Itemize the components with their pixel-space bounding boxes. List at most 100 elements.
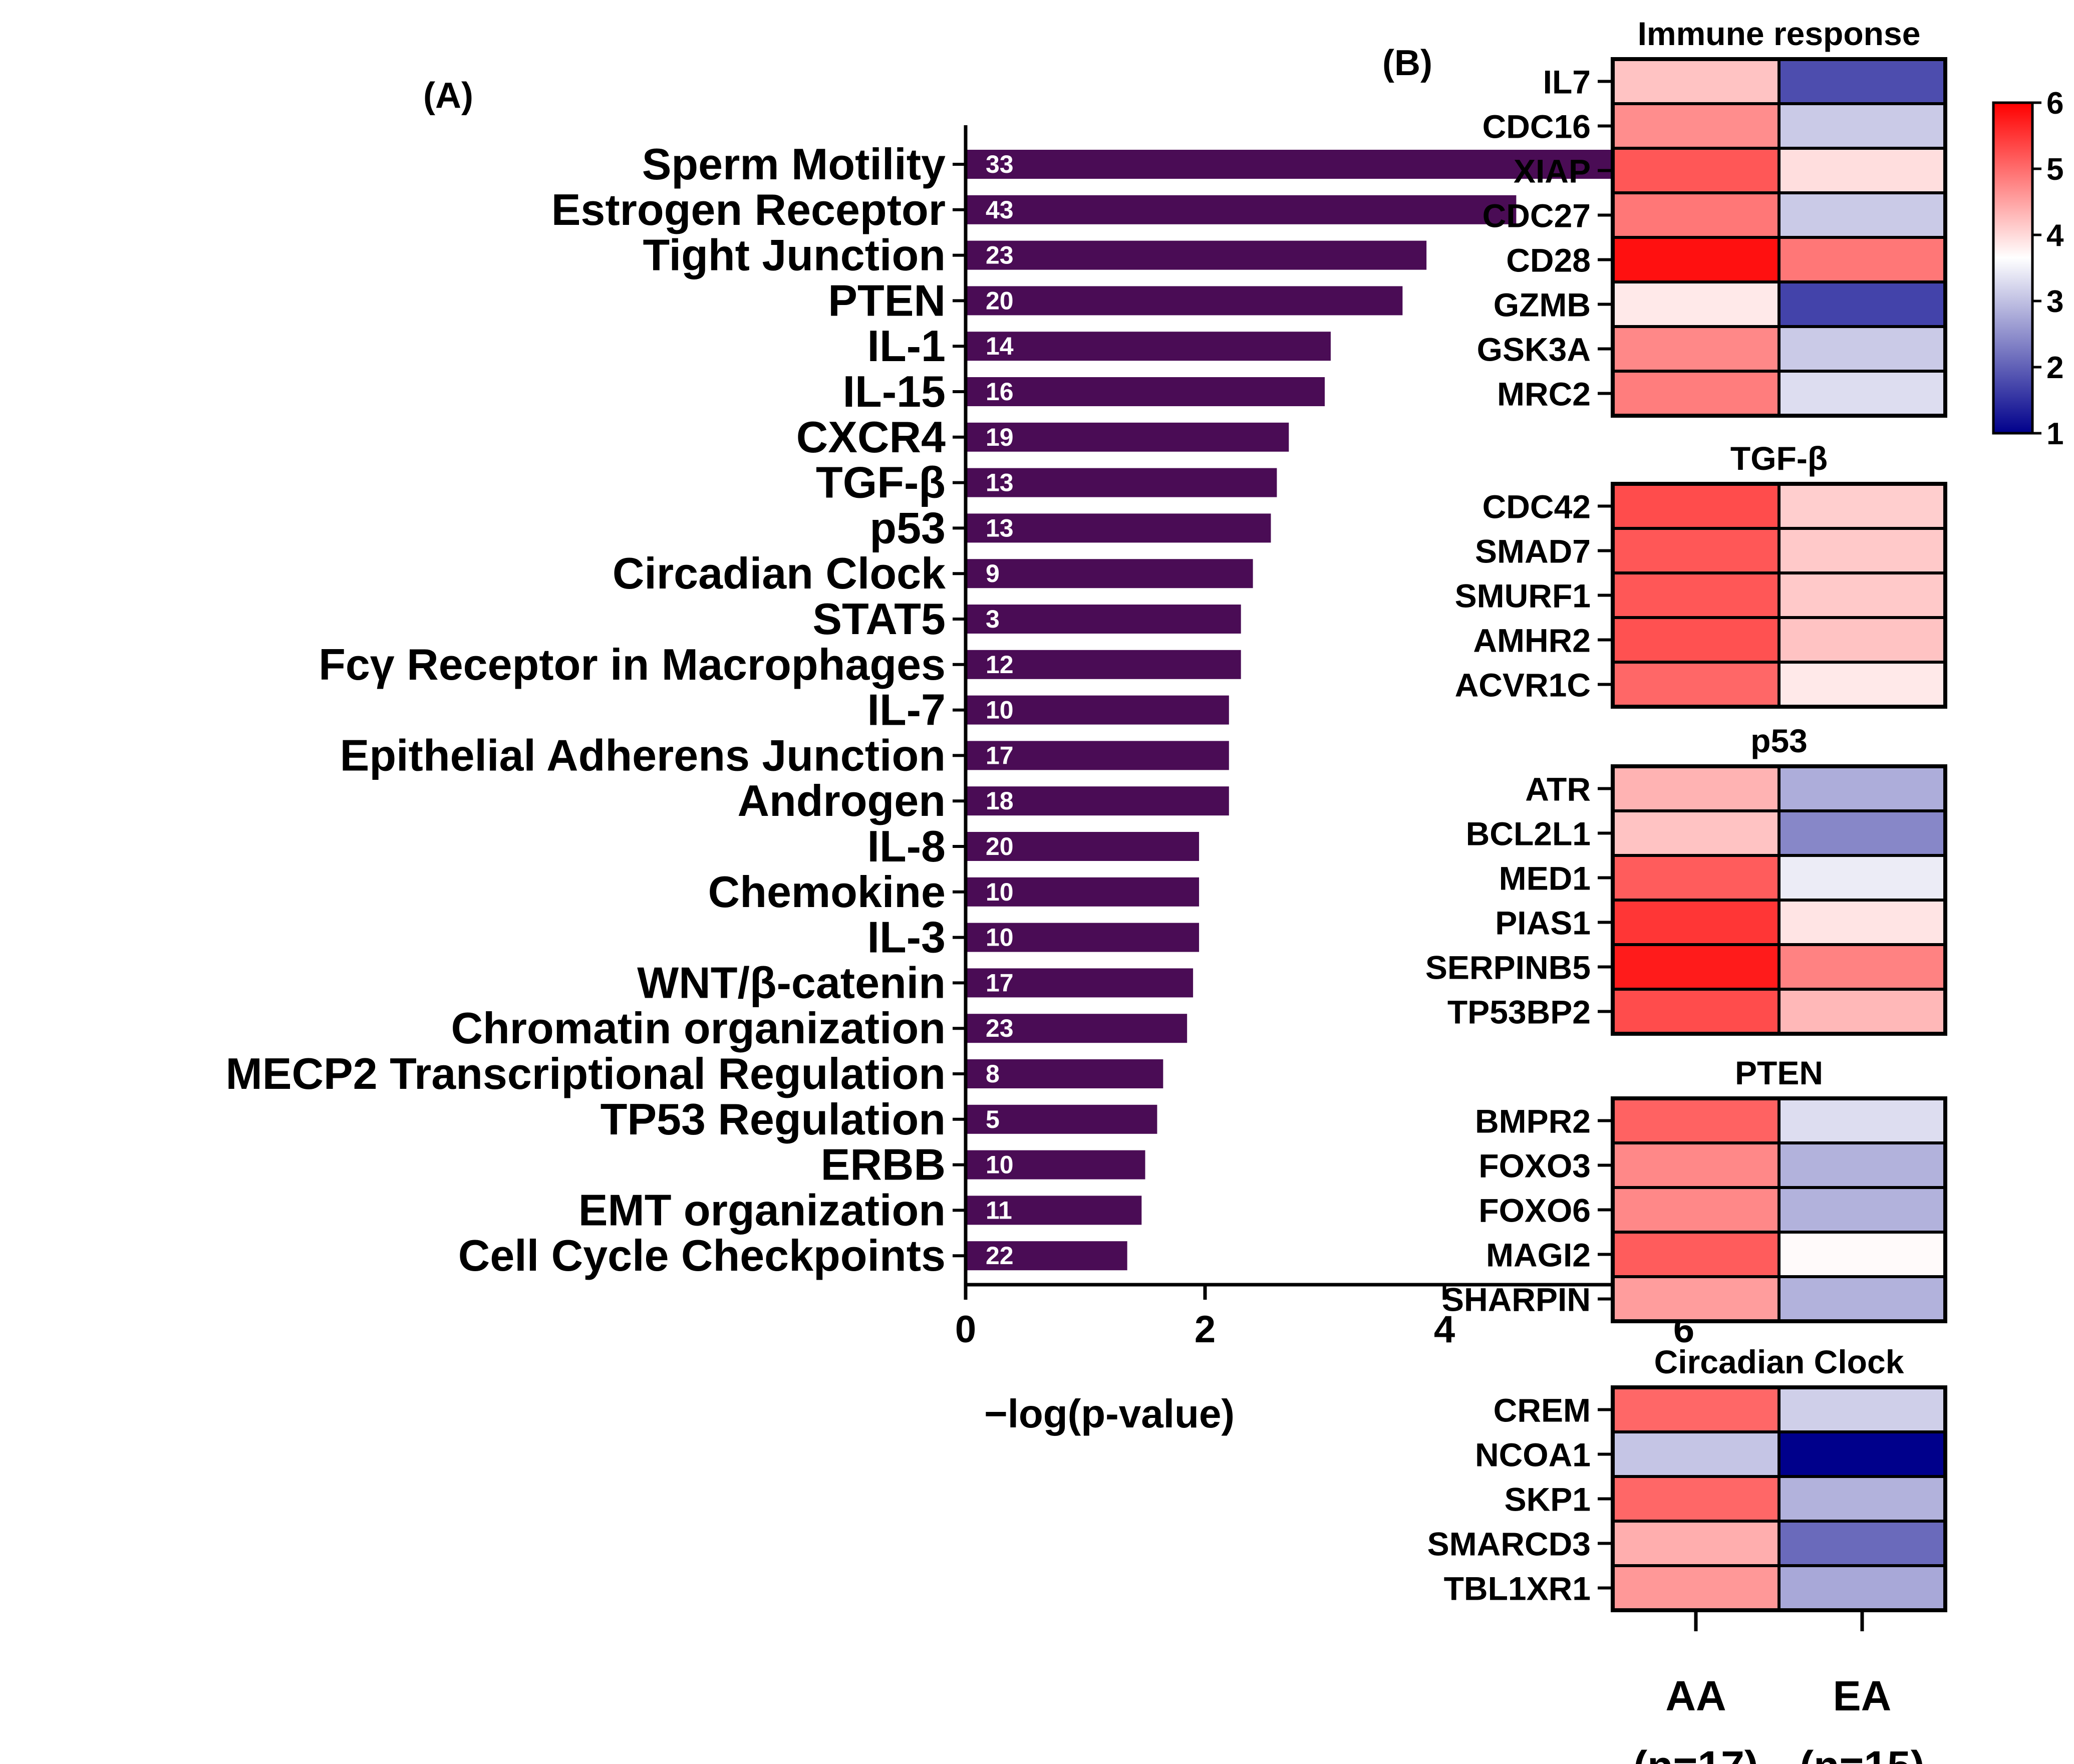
colorbar-tick-label: 3 xyxy=(2046,284,2063,319)
bar-gene-count: 13 xyxy=(986,469,1014,497)
bar-category-label: IL-1 xyxy=(867,321,946,371)
bar-gene-count: 14 xyxy=(986,332,1014,360)
bar xyxy=(966,286,1403,316)
heatmap-gene-label: BMPR2 xyxy=(1475,1103,1591,1140)
bar xyxy=(966,377,1325,406)
heatmap-group-title: TGF-β xyxy=(1730,440,1828,477)
heatmap-cell xyxy=(1611,1564,1781,1612)
heatmap-cell xyxy=(1777,1231,1947,1278)
bar-category-label: WNT/β-catenin xyxy=(637,958,946,1007)
heatmap-cell xyxy=(1611,899,1781,946)
bar-gene-count: 17 xyxy=(986,741,1014,769)
bar-gene-count: 9 xyxy=(986,559,1000,587)
heatmap-group-frame xyxy=(1611,764,1947,1036)
heatmap-cell xyxy=(1611,1231,1781,1278)
x-tick-label: 2 xyxy=(1195,1308,1216,1351)
column-label: EA xyxy=(1833,1672,1892,1719)
heatmap-cell xyxy=(1777,943,1947,991)
bar-category-label: CXCR4 xyxy=(796,412,946,462)
heatmap-gene-label: SKP1 xyxy=(1505,1481,1591,1518)
bar-gene-count: 3 xyxy=(986,605,1000,633)
colorbar-tick-label: 1 xyxy=(2046,417,2063,451)
heatmap-cell xyxy=(1777,809,1947,857)
heatmap-cell xyxy=(1777,571,1947,619)
heatmap-gene-label: IL7 xyxy=(1543,64,1591,101)
bar-category-label: EMT organization xyxy=(578,1185,946,1235)
heatmap-gene-label: SMARCD3 xyxy=(1427,1526,1591,1563)
heatmap-cell xyxy=(1611,325,1781,373)
heatmap-cell xyxy=(1777,1186,1947,1234)
heatmap-gene-label: CDC42 xyxy=(1483,488,1591,525)
bar-category-label: Chromatin organization xyxy=(451,1003,946,1053)
heatmap-gene-label: ATR xyxy=(1525,771,1591,808)
heatmap-cell xyxy=(1777,765,1947,812)
bar xyxy=(966,1241,1127,1271)
heatmap-cell xyxy=(1611,1520,1781,1567)
colorbar-tick-label: 6 xyxy=(2046,86,2063,121)
heatmap-cell xyxy=(1777,102,1947,150)
heatmap-cell xyxy=(1777,280,1947,328)
heatmap-cell xyxy=(1777,1475,1947,1523)
bar-gene-count: 10 xyxy=(986,924,1014,952)
bar xyxy=(966,1059,1163,1088)
bar xyxy=(966,877,1200,907)
heatmap-cell xyxy=(1611,482,1781,530)
heatmap-gene-label: XIAP xyxy=(1514,153,1591,190)
heatmap-gene-label: TP53BP2 xyxy=(1447,994,1591,1031)
heatmap-cell xyxy=(1611,661,1781,708)
heatmap-cell xyxy=(1611,236,1781,283)
heatmap-cell xyxy=(1777,1097,1947,1144)
heatmap-cell xyxy=(1611,147,1781,194)
heatmap-cell xyxy=(1777,854,1947,902)
heatmap-cell xyxy=(1611,527,1781,574)
heatmap-cell xyxy=(1611,370,1781,417)
bar-category-label: MECP2 Transcriptional Regulation xyxy=(225,1049,946,1098)
heatmap-cell xyxy=(1611,1386,1781,1433)
heatmap-cell xyxy=(1777,1564,1947,1612)
heatmap-gene-label: MRC2 xyxy=(1497,376,1591,413)
bar-category-label: TP53 Regulation xyxy=(601,1094,946,1144)
bar-gene-count: 23 xyxy=(986,1014,1014,1042)
heatmap-cell xyxy=(1777,236,1947,283)
heatmap-cell xyxy=(1777,616,1947,664)
bar-category-label: Circadian Clock xyxy=(613,548,946,598)
heatmap-group-title: p53 xyxy=(1750,722,1808,759)
heatmap-gene-label: CD28 xyxy=(1506,242,1591,279)
bar xyxy=(966,332,1331,361)
heatmap-cell xyxy=(1611,809,1781,857)
heatmap-group-frame xyxy=(1611,1385,1947,1612)
panel-b-label: (B) xyxy=(1382,43,1432,83)
heatmap-cell xyxy=(1777,1275,1947,1323)
heatmap-cell xyxy=(1611,58,1781,105)
column-label: AA xyxy=(1665,1672,1726,1719)
bar xyxy=(966,240,1427,270)
bar-gene-count: 18 xyxy=(986,787,1014,815)
bar-gene-count: 43 xyxy=(986,196,1014,224)
bar xyxy=(966,923,1200,952)
bar xyxy=(966,695,1229,725)
x-tick-label: 0 xyxy=(955,1308,976,1351)
heatmap-cell xyxy=(1611,1430,1781,1478)
bar-category-label: STAT5 xyxy=(812,594,946,644)
bar-category-label: PTEN xyxy=(828,275,946,325)
heatmap-gene-label: PIAS1 xyxy=(1495,905,1591,942)
colorbar-scale xyxy=(1992,101,2034,435)
heatmap-cell xyxy=(1611,1141,1781,1189)
bar-category-label: IL-15 xyxy=(843,367,946,416)
heatmap-gene-label: CDC27 xyxy=(1483,197,1591,234)
bar xyxy=(966,559,1253,589)
bar-gene-count: 8 xyxy=(986,1060,1000,1088)
bar-gene-count: 20 xyxy=(986,286,1014,315)
heatmap-cell xyxy=(1611,280,1781,328)
bar xyxy=(966,195,1517,224)
heatmap-group-frame xyxy=(1611,482,1947,709)
bar-category-label: Sperm Motility xyxy=(642,139,946,189)
heatmap-group-title: PTEN xyxy=(1735,1054,1823,1091)
bar-category-label: ERBB xyxy=(821,1140,946,1190)
bar xyxy=(966,1150,1145,1180)
bar-category-label: IL-3 xyxy=(867,913,946,962)
heatmap-cell xyxy=(1611,616,1781,664)
heatmap-cell xyxy=(1611,765,1781,812)
